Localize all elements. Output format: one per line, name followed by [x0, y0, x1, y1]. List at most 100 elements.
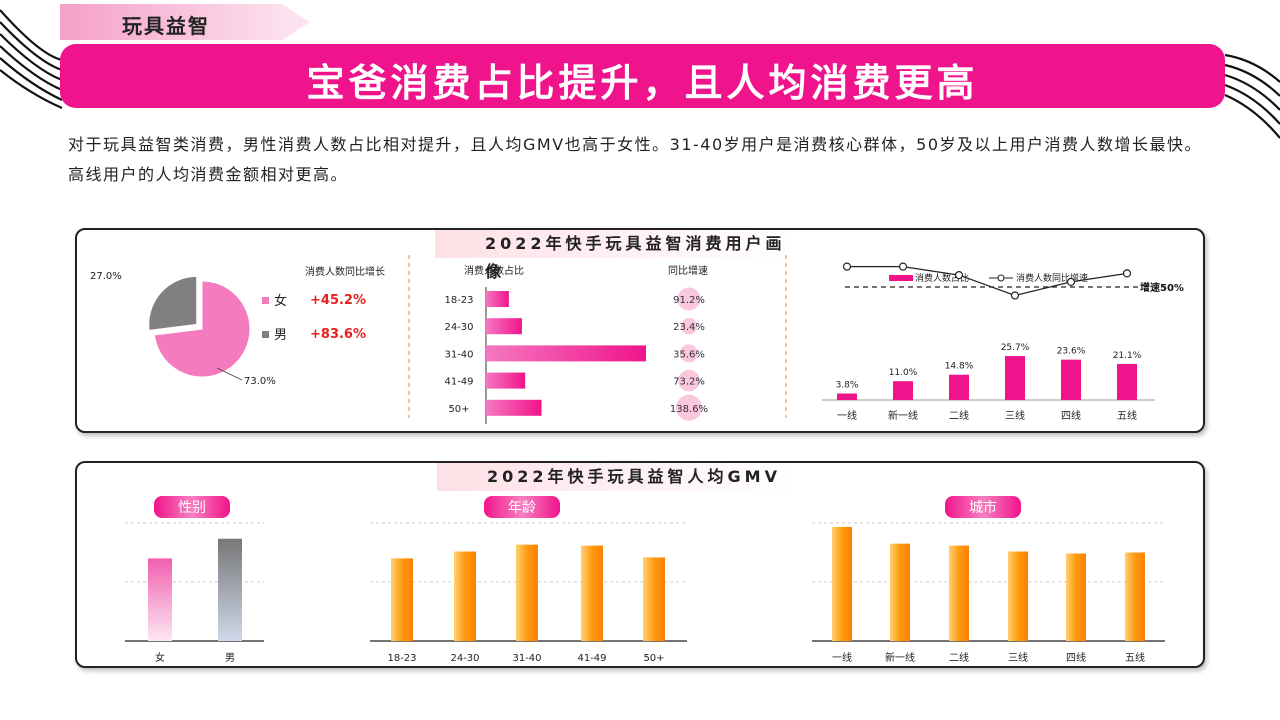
- age-share-header: 消费人数占比: [464, 264, 524, 277]
- age-gmv-pill: [484, 496, 560, 518]
- city-growth-point: [842, 262, 852, 271]
- city_gmv-bar: [1008, 551, 1028, 641]
- legend-label-0: 女: [274, 293, 287, 309]
- pie-label-female: 73.0%: [244, 376, 276, 387]
- city_gmv-bar: [949, 545, 969, 641]
- city-growth-point: [1010, 291, 1020, 300]
- age-tick-label: 50+: [448, 404, 469, 415]
- city-share-bar: [1061, 359, 1081, 400]
- age-share-bar: [486, 372, 526, 389]
- growth-value-1: +83.6%: [310, 327, 366, 342]
- city_gmv-tick-label: 新一线: [885, 651, 915, 664]
- city-share-value-label: 25.7%: [1001, 343, 1030, 353]
- age-share-bar: [486, 291, 509, 307]
- growth-value-0: +45.2%: [310, 293, 366, 308]
- age_gmv-tick-label: 31-40: [512, 653, 541, 664]
- age_gmv-tick-label: 24-30: [450, 653, 479, 664]
- section-tag-label: 玩具益智: [122, 14, 210, 38]
- age_gmv-bar: [391, 558, 413, 641]
- age-share-bar: [486, 318, 522, 335]
- age-growth-bubble: [678, 369, 700, 392]
- age_gmv-bar: [454, 551, 476, 641]
- age-tick-label: 18-23: [444, 295, 473, 306]
- age-growth-bubble: [676, 394, 702, 421]
- city-tick-label: 四线: [1061, 409, 1081, 422]
- gmv-charts: 性别 年龄 城市女 男 18-23 24-30 31-40 41-49 50+ 一线 新一线 二线 三线…: [125, 496, 1165, 664]
- city_gmv-tick-label: 四线: [1066, 651, 1086, 664]
- city-tick-label: 五线: [1117, 409, 1137, 422]
- age-growth-bubble: [680, 317, 698, 335]
- age_gmv-tick-label: 41-49: [577, 653, 606, 664]
- city-share-value-label: 21.1%: [1113, 351, 1142, 361]
- age_gmv-bar: [643, 557, 665, 641]
- city-share-value-label: 14.8%: [945, 362, 974, 372]
- city_gmv-bar: [890, 543, 910, 641]
- age-growth-bubble: [677, 287, 701, 311]
- city-tick-label: 二线: [949, 409, 969, 422]
- age-growth-label: 23.4%: [673, 322, 705, 333]
- city_gmv-tick-label: 二线: [949, 651, 969, 664]
- age-tick-label: 24-30: [444, 322, 473, 333]
- city-share-value-label: 11.0%: [889, 368, 918, 378]
- city-share-bar: [837, 393, 857, 400]
- city-legend-line-label: 消费人数同比增速: [1016, 272, 1088, 284]
- city-legend-bar-swatch: [889, 275, 913, 281]
- gender-gmv-pill: [154, 496, 230, 518]
- city-tick-label: 新一线: [888, 409, 918, 422]
- page-title: 宝爸消费占比提升，且人均消费更高: [306, 60, 979, 105]
- tag-background: [60, 4, 310, 40]
- pie-slice-female: [153, 280, 251, 378]
- gender_gmv-bar: [218, 538, 242, 641]
- age-growth-label: 35.6%: [673, 349, 705, 360]
- age-growth-label: 138.6%: [670, 404, 708, 415]
- pie-label-male: 27.0%: [90, 271, 122, 282]
- consumer-profile-title: 2022年快手玩具益智消费用户画像: [435, 230, 795, 281]
- city-share-bar: [949, 374, 969, 400]
- city-reference-label: 增速50%: [1140, 281, 1184, 294]
- age-growth-label: 91.2%: [673, 295, 705, 306]
- city-share-value-label: 3.8%: [836, 381, 859, 391]
- city-gmv-pill-label: 城市: [969, 499, 997, 516]
- gender_gmv-tick-label: 男: [225, 652, 235, 664]
- title-banner: 宝爸消费占比提升，且人均消费更高: [60, 44, 1225, 108]
- city-tick-label: 一线: [837, 409, 857, 422]
- age-tick-label: 31-40: [444, 349, 473, 360]
- age_gmv-bar: [581, 545, 603, 641]
- city-growth-point: [954, 270, 964, 280]
- city-growth-line: [847, 265, 1128, 297]
- city_gmv-bar: [1066, 553, 1086, 641]
- city-tick-label: 三线: [1005, 409, 1025, 422]
- age-gmv-pill-label: 年龄: [508, 500, 536, 516]
- city_gmv-tick-label: 一线: [832, 651, 852, 664]
- age-tick-label: 41-49: [444, 377, 473, 388]
- age_gmv-tick-label: 18-23: [387, 653, 416, 664]
- city_gmv-bar: [1125, 552, 1145, 641]
- gender_gmv-tick-label: 女: [155, 651, 165, 664]
- age-growth-bubble: [679, 344, 699, 363]
- gender_gmv-bar: [148, 558, 172, 641]
- city-legend-line-marker: [997, 274, 1005, 282]
- city-growth-point: [898, 262, 908, 271]
- city_gmv-tick-label: 五线: [1125, 651, 1145, 664]
- city-share-bar: [1117, 363, 1137, 400]
- legend-label-1: 男: [274, 328, 287, 343]
- legend-swatch-1: [262, 331, 269, 338]
- legend-swatch-0: [262, 297, 269, 304]
- pie-leader-line: [216, 367, 243, 381]
- pie-slice-male: [148, 275, 198, 331]
- section-tag: 玩具益智: [60, 4, 310, 40]
- gmv-card-title: 2022年快手玩具益智人均GMV: [437, 463, 797, 491]
- city_gmv-bar: [832, 526, 852, 641]
- city-gmv-pill: [945, 496, 1021, 518]
- intro-paragraph: 对于玩具益智类消费，男性消费人数占比相对提升，且人均GMV也高于女性。31-40…: [68, 135, 1203, 184]
- city-share-bar: [1005, 356, 1025, 400]
- city-share-value-label: 23.6%: [1057, 347, 1086, 357]
- age-share-bar: [486, 345, 646, 362]
- city_gmv-tick-label: 三线: [1008, 651, 1028, 664]
- age-share-bar: [486, 399, 542, 416]
- city-share-bar: [893, 381, 913, 400]
- age_gmv-tick-label: 50+: [643, 653, 664, 664]
- gmv-card: 2022年快手玩具益智人均GMV 性别 年龄 城市女 男 18-23 24-30 31-40…: [75, 461, 1205, 668]
